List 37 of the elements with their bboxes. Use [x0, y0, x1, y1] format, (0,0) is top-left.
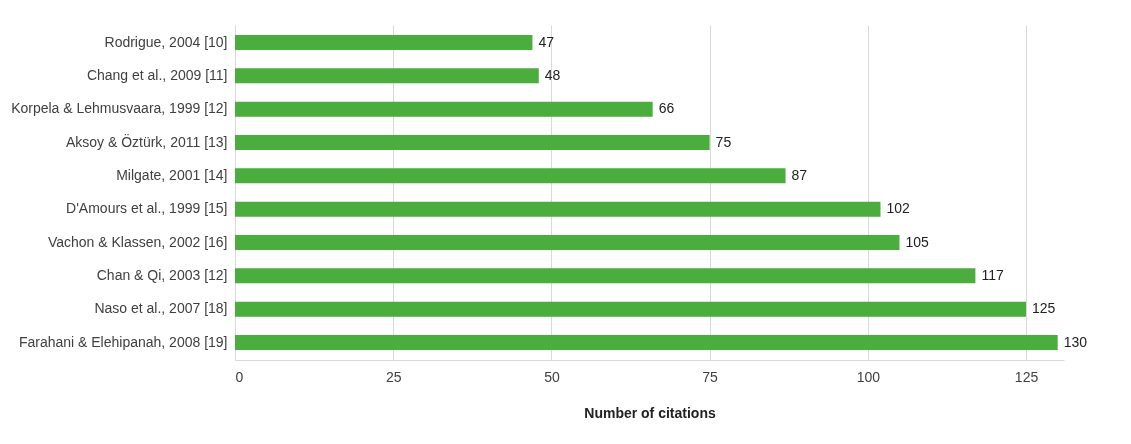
- data-label: 117: [981, 266, 1004, 283]
- data-label: 130: [1063, 333, 1088, 350]
- y-tick-label: Vachon & Klassen, 2002 [16]: [47, 233, 228, 250]
- y-tick-label: Milgate, 2001 [14]: [116, 166, 228, 183]
- data-label: 125: [1032, 300, 1056, 317]
- data-label: 66: [658, 100, 675, 117]
- data-label: 105: [905, 233, 930, 250]
- bar: [235, 201, 881, 217]
- x-tick-label: 75: [702, 368, 719, 385]
- bar: [235, 35, 533, 50]
- x-tick-label: 125: [1014, 368, 1039, 385]
- x-tick-label: 50: [544, 368, 560, 385]
- y-tick-label: Naso et al., 2007 [18]: [94, 300, 228, 317]
- data-label: 48: [544, 66, 561, 83]
- x-tick-label: 25: [385, 368, 402, 385]
- x-tick-label: 0: [235, 368, 244, 385]
- y-tick-label: Aksoy & Öztürk, 2011 [13]: [65, 132, 228, 150]
- bar: [235, 235, 900, 250]
- x-tick-label: 100: [856, 368, 881, 385]
- bar: [235, 268, 976, 284]
- bar: [235, 335, 1058, 350]
- data-label: 102: [886, 200, 911, 217]
- x-axis-title: Number of citations: [584, 404, 716, 421]
- bar: [235, 101, 653, 117]
- y-tick-label: Farahani & Elehipanah, 2008 [19]: [18, 333, 228, 350]
- data-label: 47: [538, 33, 555, 50]
- y-tick-label: Chan & Qi, 2003 [12]: [96, 266, 228, 283]
- data-label: 75: [715, 133, 732, 150]
- y-tick-label: D'Amours et al., 1999 [15]: [66, 200, 228, 217]
- bar: [235, 68, 539, 84]
- y-tick-label: Chang et al., 2009 [11]: [86, 66, 228, 83]
- data-label: 87: [791, 166, 808, 183]
- y-tick-label: Korpela & Lehmusvaara, 1999 [12]: [11, 100, 228, 117]
- bar: [235, 168, 786, 184]
- y-tick-label: Rodrigue, 2004 [10]: [104, 33, 228, 50]
- bar: [235, 135, 710, 150]
- bar: [235, 301, 1027, 317]
